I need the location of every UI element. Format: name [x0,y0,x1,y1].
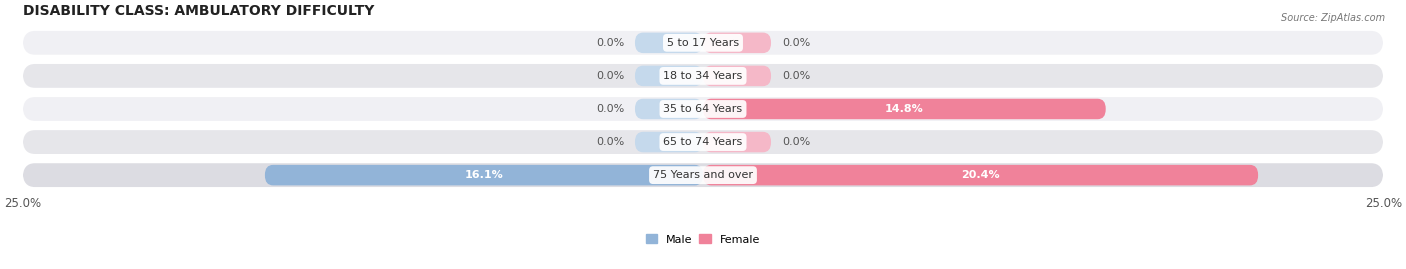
FancyBboxPatch shape [22,31,1384,55]
Legend: Male, Female: Male, Female [641,230,765,249]
Text: 0.0%: 0.0% [782,71,810,81]
FancyBboxPatch shape [636,66,703,86]
FancyBboxPatch shape [22,163,1384,187]
FancyBboxPatch shape [22,130,1384,154]
Text: 35 to 64 Years: 35 to 64 Years [664,104,742,114]
Text: 20.4%: 20.4% [962,170,1000,180]
Text: 0.0%: 0.0% [596,104,624,114]
Text: 0.0%: 0.0% [782,137,810,147]
FancyBboxPatch shape [703,66,770,86]
FancyBboxPatch shape [22,97,1384,121]
FancyBboxPatch shape [703,33,770,53]
Text: 5 to 17 Years: 5 to 17 Years [666,38,740,48]
Text: 75 Years and over: 75 Years and over [652,170,754,180]
Text: 16.1%: 16.1% [464,170,503,180]
FancyBboxPatch shape [636,33,703,53]
Text: 0.0%: 0.0% [596,38,624,48]
Text: 0.0%: 0.0% [596,137,624,147]
FancyBboxPatch shape [703,99,1105,119]
Text: 18 to 34 Years: 18 to 34 Years [664,71,742,81]
FancyBboxPatch shape [636,99,703,119]
FancyBboxPatch shape [703,132,770,152]
Text: 0.0%: 0.0% [596,71,624,81]
Text: Source: ZipAtlas.com: Source: ZipAtlas.com [1281,13,1385,23]
FancyBboxPatch shape [703,165,1258,185]
Text: 65 to 74 Years: 65 to 74 Years [664,137,742,147]
FancyBboxPatch shape [636,132,703,152]
Text: DISABILITY CLASS: AMBULATORY DIFFICULTY: DISABILITY CLASS: AMBULATORY DIFFICULTY [22,4,374,18]
FancyBboxPatch shape [22,64,1384,88]
FancyBboxPatch shape [264,165,703,185]
Text: 14.8%: 14.8% [884,104,924,114]
Text: 0.0%: 0.0% [782,38,810,48]
